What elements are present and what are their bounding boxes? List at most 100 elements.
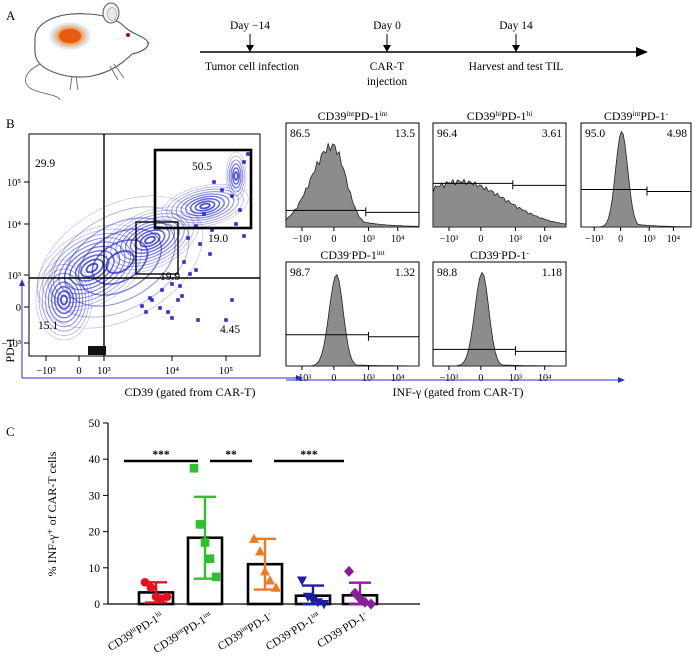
- hist-title-5: CD39-PD-1-: [470, 248, 529, 263]
- hist-left-value: 98.8: [437, 267, 457, 279]
- timeline: Day −14 Day 0 Day 14 Tumor cell infectio…: [200, 20, 648, 88]
- flow-xtick-5: 10⁵: [219, 366, 234, 377]
- contour-ring: [50, 281, 78, 319]
- panel-label-a: A: [6, 8, 16, 23]
- gate-value-1: 29.9: [35, 158, 55, 170]
- significance-label: ***: [300, 449, 318, 461]
- contour-ring: [41, 268, 87, 332]
- hist-curve: [581, 130, 692, 228]
- contour-ring: [85, 262, 99, 274]
- outlier-event-dot: [176, 298, 180, 302]
- contour-ring: [50, 206, 190, 318]
- data-point-square: [195, 520, 205, 529]
- hist-tick-label: 10⁴: [667, 234, 681, 245]
- hist-title-2-mid: PD-1: [501, 109, 526, 123]
- hist-tick-label: 10³: [509, 234, 522, 245]
- hist-tick-label: −10³: [293, 373, 312, 384]
- outlier-event-dot: [150, 298, 154, 302]
- gate-value-3: 19.0: [208, 233, 228, 245]
- outlier-event-dot: [170, 282, 174, 286]
- contour-ring: [139, 232, 161, 248]
- hist-title-4: CD39-PD-1int: [320, 248, 385, 263]
- data-point-square: [205, 554, 215, 564]
- event-car-t: CAR-T: [370, 61, 405, 73]
- data-point-square: [211, 572, 221, 582]
- data-point-triangle: [255, 546, 265, 556]
- hist-right-value: 1.18: [542, 267, 562, 279]
- contour-ring: [161, 184, 249, 228]
- hist-title-2-base: CD39: [467, 109, 496, 123]
- data-point-triangle: [271, 582, 281, 592]
- hist-left-value: 95.0: [585, 128, 605, 140]
- gate-cd39hi-pd1hi: [153, 148, 253, 230]
- bar-y-tick-label: 0: [94, 599, 100, 611]
- data-point-triangle: [249, 533, 259, 543]
- contour-ring: [36, 224, 148, 312]
- hist-x-arrow: [618, 377, 625, 383]
- hist-tick-label: −10³: [440, 373, 459, 384]
- significance-label: **: [225, 449, 237, 461]
- data-point-triangle-down: [303, 592, 313, 602]
- outlier-event-dot: [220, 188, 224, 192]
- contour-ring: [194, 200, 216, 212]
- data-point-circle: [140, 577, 150, 587]
- axis-break-marker: [88, 346, 106, 355]
- event-tumor-infection: Tumor cell infection: [205, 61, 299, 73]
- contour-ring: [233, 171, 239, 181]
- contour-ring: [77, 228, 163, 296]
- bar-group-3: CD39intPD-1-: [216, 533, 284, 653]
- histogram-panel-4: CD39-PD-1int 98.7 1.32 −10³ 0 10³ 10⁴: [285, 248, 420, 384]
- data-point-triangle: [260, 566, 270, 576]
- contour-ring: [105, 250, 135, 274]
- data-point-triangle-down: [319, 600, 329, 610]
- hist-tick-label: −10³: [293, 234, 312, 245]
- outlier-event-dot: [166, 310, 170, 314]
- bar-y-tick-label: 10: [89, 563, 101, 575]
- hist-curve: [432, 178, 567, 228]
- bar-category-label-3-sup2: -: [266, 609, 273, 617]
- hist-curve: [285, 142, 420, 228]
- flow-ytick-4: 0: [16, 303, 21, 314]
- hist-title-1: CD39intPD-1int: [318, 109, 389, 124]
- data-point-triangle-down: [297, 576, 307, 586]
- flow-xtick-1: −10³: [36, 366, 56, 377]
- outlier-event-dot: [186, 236, 190, 240]
- outlier-event-dot: [148, 296, 152, 300]
- flow-ytick-3: 10³: [7, 271, 21, 282]
- flow-frame: [28, 133, 261, 357]
- gate-cd39int-pd1int: [135, 221, 179, 275]
- bar-category-label-2-sup2: int: [201, 610, 212, 621]
- bar-group-2: CD39intPD-1int: [152, 463, 224, 656]
- event-injection: injection: [367, 76, 407, 88]
- gate-value-2: 50.5: [192, 161, 212, 173]
- hist-title-2-sup1: hi: [495, 109, 501, 118]
- significance-label: ***: [152, 449, 170, 461]
- hist-title-2-sup2: hi: [527, 109, 533, 118]
- outlier-events: [140, 152, 250, 322]
- mouse-illustration: [25, 2, 150, 101]
- contour-ring: [64, 217, 176, 307]
- outlier-event-dot: [246, 152, 250, 156]
- flow-plot: 29.9 50.5 19.0 19.9 15.1 4.45 −10³ 0 10³…: [1, 133, 303, 399]
- outlier-event-dot: [182, 260, 186, 264]
- outlier-event-dot: [230, 194, 234, 198]
- outlier-event-dot: [208, 252, 212, 256]
- hist-tick-label: 10³: [362, 373, 375, 384]
- data-point-square: [189, 463, 199, 473]
- outlier-event-dot: [212, 180, 216, 184]
- outlier-event-dot: [242, 160, 246, 164]
- flow-ytick-1: 10⁵: [7, 178, 22, 189]
- outlier-event-dot: [178, 284, 182, 288]
- hist-title-3-sup1: int: [633, 109, 642, 118]
- outlier-event-dot: [144, 310, 148, 314]
- flow-ytick-5: −10³: [1, 339, 21, 350]
- panel-label-b: B: [6, 116, 15, 131]
- bar-category-label-2-sup1: int: [174, 626, 185, 637]
- hist-left-value: 98.7: [290, 267, 310, 279]
- outlier-event-dot: [224, 318, 228, 322]
- hist-tick-label: 10³: [643, 234, 656, 245]
- outlier-event-dot: [194, 224, 198, 228]
- hist-title-5-mid: PD-1: [501, 248, 526, 262]
- hist-right-value: 1.32: [395, 267, 415, 279]
